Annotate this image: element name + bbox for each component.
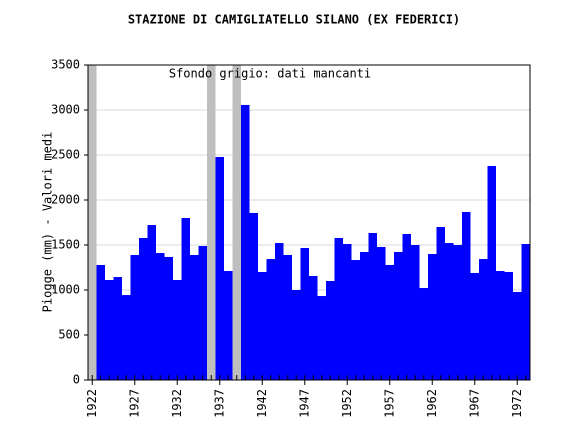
bar [343,244,352,380]
bar [105,280,114,380]
x-tick-label: 1967 [467,389,481,418]
bar [181,218,190,380]
bar [326,281,335,380]
y-tick-label: 2000 [51,193,80,207]
bar [292,290,301,380]
bar [317,296,326,380]
y-tick-label: 3000 [51,103,80,117]
bar [445,243,454,380]
y-tick-label: 500 [58,328,80,342]
bar [377,246,386,380]
bar [360,252,369,380]
bar [275,243,284,380]
bar [173,280,182,380]
bar [241,104,250,381]
x-tick-label: 1962 [425,389,439,418]
bar [334,237,343,380]
bar [147,225,156,380]
bar [368,233,377,380]
bar [351,260,360,380]
bar [496,271,505,380]
y-tick-label: 1500 [51,238,80,252]
bar [394,252,403,380]
bar [258,272,267,380]
bar [385,264,394,380]
bar [479,259,488,380]
bar [470,272,479,380]
x-tick-label: 1972 [510,389,524,418]
x-tick-label: 1957 [382,389,396,418]
missing-band [207,65,216,380]
plot-frame [87,64,531,381]
bar [156,253,165,380]
bar [411,245,420,380]
bar [215,156,224,380]
bar [130,254,139,380]
bar [309,275,318,380]
y-tick-label: 1000 [51,283,80,297]
missing-band [232,65,241,380]
bar [300,247,309,380]
bar [436,227,445,380]
bar [96,264,105,380]
y-tick-label: 2500 [51,148,80,162]
y-tick-label: 3500 [51,58,80,72]
bar [487,165,496,380]
bar [122,295,131,380]
x-tick-label: 1942 [255,389,269,418]
bar [428,254,437,380]
bar [462,211,471,380]
x-tick-label: 1952 [340,389,354,418]
x-tick-label: 1947 [297,389,311,418]
bar [190,254,199,380]
bar [402,234,411,380]
bar [266,259,275,380]
x-tick-label: 1922 [85,389,99,418]
bar [164,256,173,380]
x-tick-label: 1927 [127,389,141,418]
bar [139,237,148,380]
bar [113,277,122,380]
bar [224,271,233,380]
bar [198,245,207,380]
y-axis-label: Piogge (mm) - Valori medi [41,132,55,313]
annotation: Sfondo grigio: dati mancanti [169,67,371,81]
bar [249,212,258,380]
x-tick-label: 1932 [170,389,184,418]
bar [513,291,522,380]
bar [453,245,462,380]
bar [504,272,513,380]
bar [419,288,428,380]
y-tick-label: 0 [73,373,80,387]
chart-title: STAZIONE DI CAMIGLIATELLO SILANO (EX FED… [128,13,460,27]
bar [283,254,292,380]
bar [521,244,530,380]
x-tick-label: 1937 [212,389,226,418]
missing-band [88,65,97,380]
